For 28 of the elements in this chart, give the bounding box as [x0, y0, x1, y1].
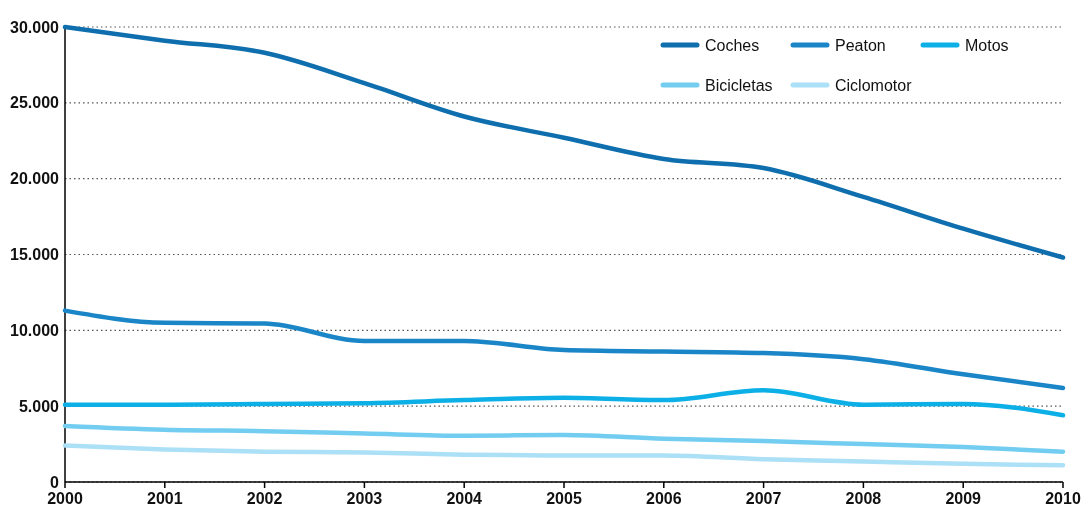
x-tick-label: 2003 [346, 490, 383, 507]
x-tick-label: 2001 [147, 490, 183, 507]
y-tick-label: 5.000 [18, 397, 60, 415]
line-series [62, 443, 1066, 468]
x-tick-label: 2008 [845, 490, 882, 507]
line-series [62, 308, 1066, 391]
x-tick-label: 2005 [546, 490, 582, 507]
x-tick-label: 2004 [446, 490, 483, 507]
x-tick-label: 2007 [745, 490, 782, 507]
y-tick-label: 15.000 [10, 246, 60, 264]
line-series [62, 24, 1066, 260]
line-series [62, 423, 1066, 454]
x-tick-label: 2000 [47, 490, 83, 507]
legend-label: Bicicletas [705, 76, 773, 94]
y-tick-label: 10.000 [10, 321, 60, 339]
y-tick-label: 25.000 [10, 94, 60, 112]
line-series [62, 387, 1066, 418]
legend-label: Ciclomotor [835, 76, 913, 94]
y-tick-label: 0 [50, 473, 60, 491]
x-tick-label: 2006 [646, 490, 682, 507]
legend-label: Motos [965, 36, 1009, 54]
x-tick-label: 2002 [246, 490, 283, 507]
x-tick-label: 2009 [945, 490, 982, 507]
y-tick-label: 20.000 [10, 170, 60, 188]
legend-label: Peaton [835, 36, 886, 54]
legend-label: Coches [705, 36, 760, 54]
x-tick-label: 2010 [1045, 490, 1081, 507]
y-tick-label: 30.000 [10, 18, 60, 36]
